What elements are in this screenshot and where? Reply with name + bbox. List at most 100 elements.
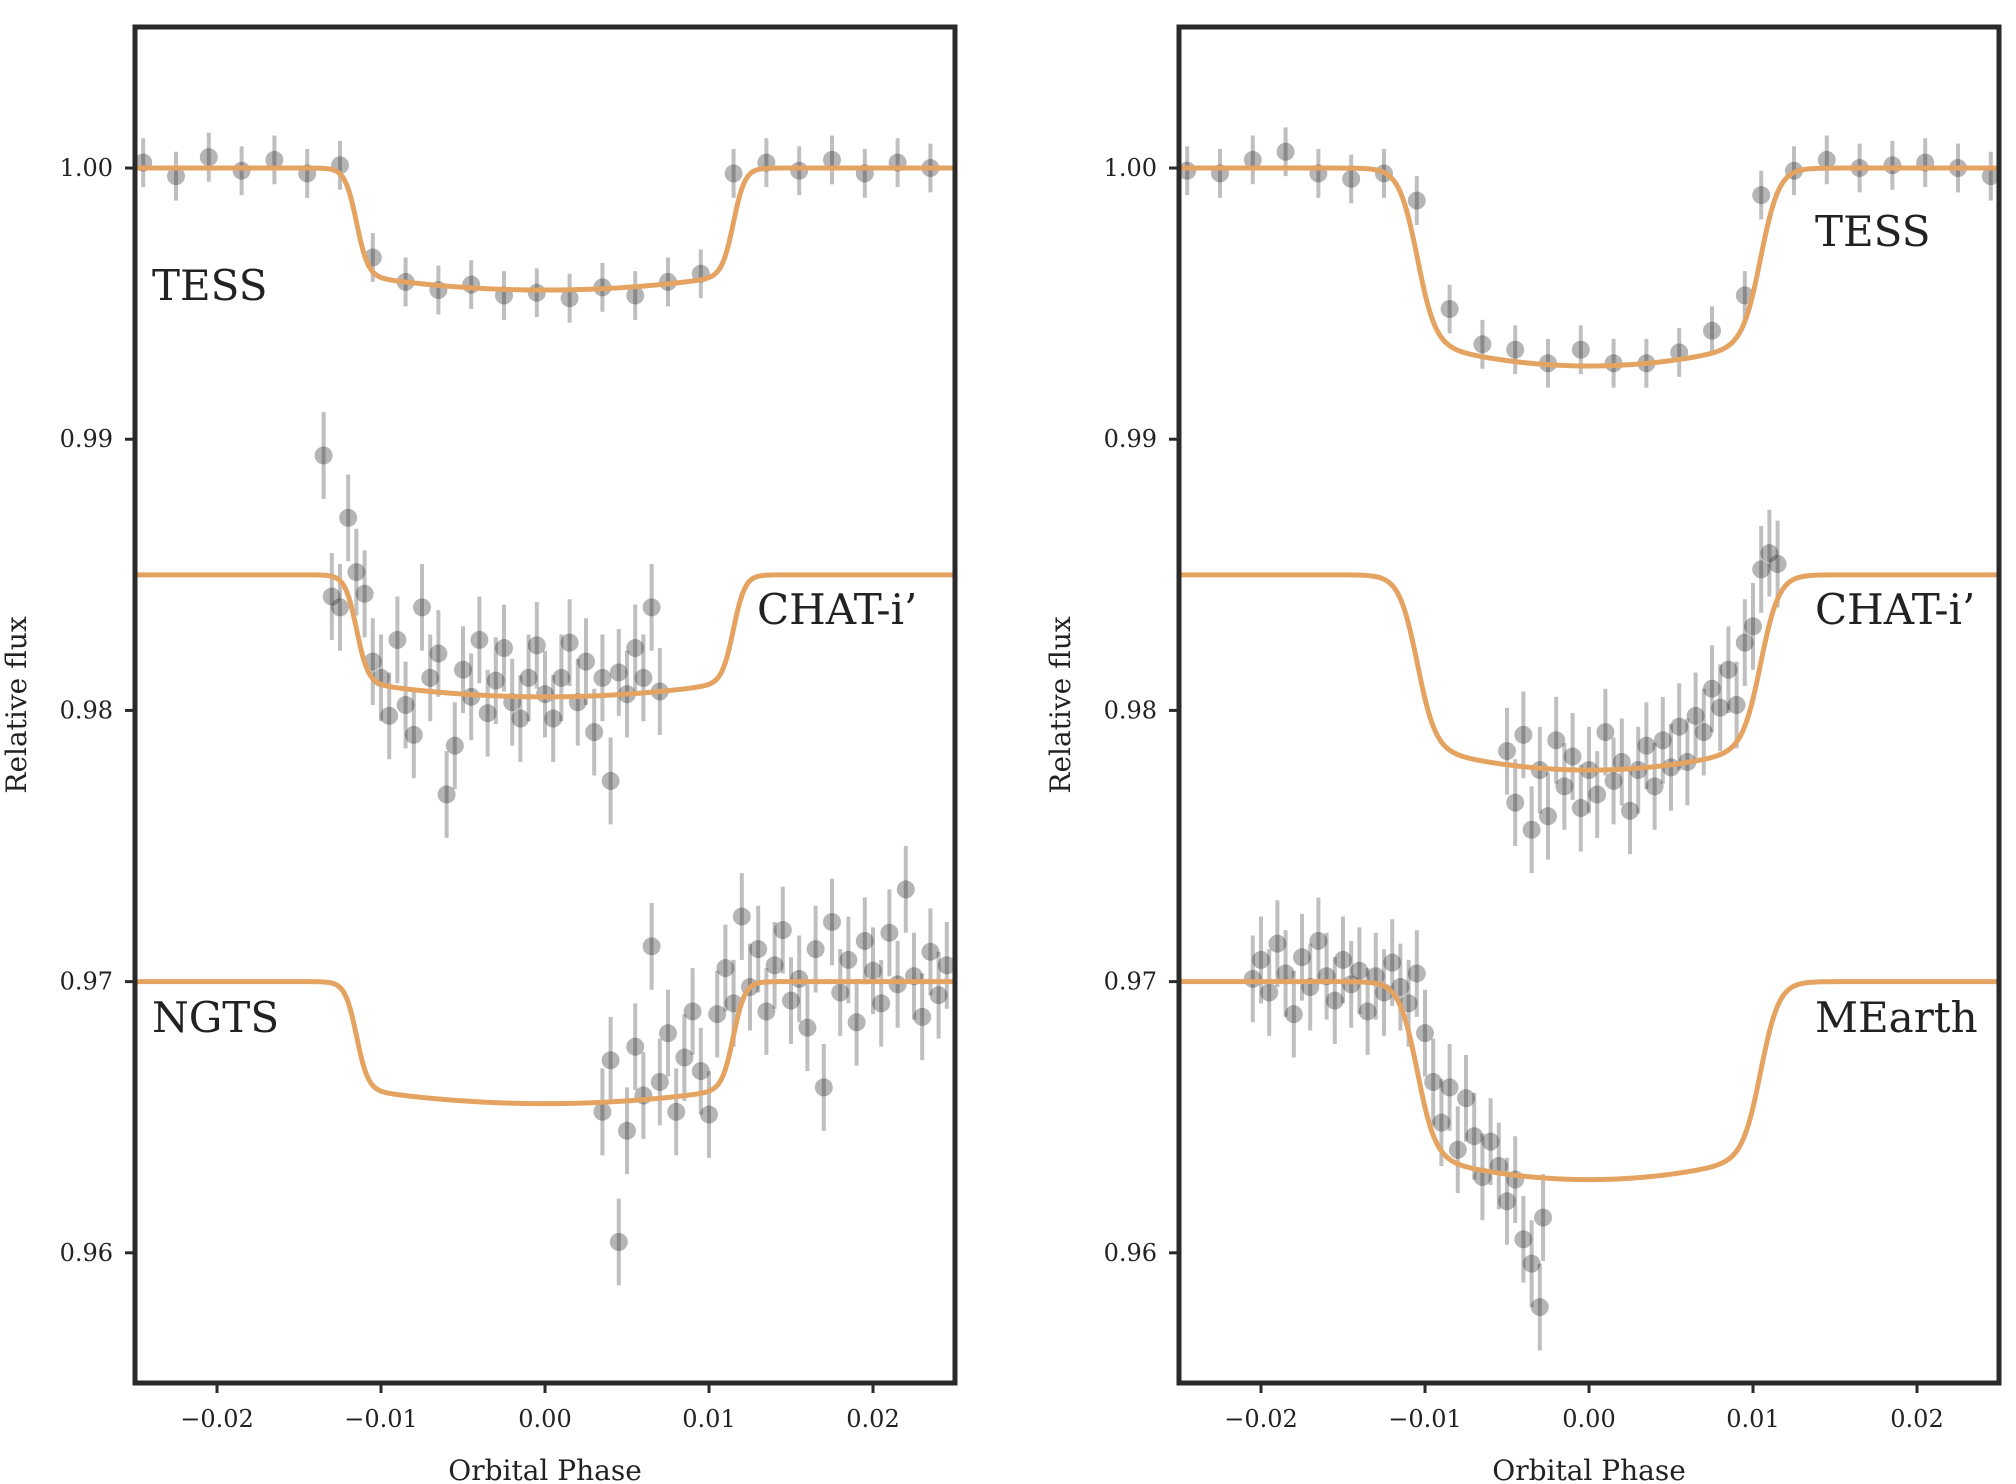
left-data-point: [478, 669, 497, 757]
right-data-point: [1637, 702, 1656, 790]
left-x-axis-title: Orbital Phase: [448, 1454, 642, 1484]
left-data-marker: [798, 1018, 817, 1037]
right-data-point: [1522, 786, 1541, 874]
left-data-marker: [888, 975, 907, 994]
left-data-marker: [380, 706, 399, 725]
left-data-point: [839, 916, 858, 1004]
left-data-marker: [527, 283, 546, 302]
left-data-point: [855, 897, 874, 985]
right-y-tick-label: 0.99: [1104, 425, 1157, 453]
left-data-marker: [618, 1121, 636, 1140]
right-data-marker: [1596, 723, 1615, 742]
right-data-point: [1604, 737, 1623, 825]
right-data-marker: [1416, 1024, 1434, 1043]
left-data-marker: [855, 931, 874, 950]
right-data-point: [1211, 149, 1229, 198]
left-data-marker: [495, 639, 513, 658]
left-data-point: [429, 265, 448, 315]
left-data-point: [298, 149, 317, 198]
left-data-point: [511, 675, 530, 762]
left-data-point: [896, 846, 915, 933]
left-data-marker: [831, 983, 850, 1002]
left-data-marker: [683, 1002, 702, 1021]
left-data-point: [339, 474, 358, 562]
left-data-point: [495, 271, 513, 320]
right-data-marker: [1514, 725, 1533, 744]
left-data-marker: [478, 704, 497, 723]
right-data-point: [1653, 696, 1672, 784]
left-data-point: [314, 412, 333, 499]
left-x-tick-label: 0.00: [518, 1405, 571, 1433]
left-data-marker: [913, 1007, 932, 1026]
right-data-point: [1752, 526, 1771, 613]
left-panel: 0.96 0.97 0.98 0.99 1.00 −0.02 −0.01 0.00 0.01 0…: [0, 24, 958, 1484]
left-data-marker: [167, 167, 185, 186]
left-data-point: [445, 702, 464, 790]
left-data-point: [757, 138, 776, 188]
right-model-curve-2: [1178, 979, 2000, 1183]
left-data-point: [232, 146, 251, 196]
left-y-tick-label: 0.99: [60, 425, 113, 453]
right-data-marker: [1260, 983, 1279, 1002]
right-data-marker: [1719, 660, 1738, 679]
right-data-layer: [1178, 127, 2000, 1351]
right-data-point: [1342, 154, 1361, 204]
left-data-marker: [560, 633, 579, 652]
right-data-point: [1252, 916, 1270, 1004]
right-data-point: [1645, 742, 1664, 830]
left-data-point: [355, 550, 374, 638]
left-data-marker: [716, 959, 735, 978]
right-data-marker: [1309, 931, 1328, 950]
left-label-ngts: NGTS: [152, 993, 279, 1042]
left-data-point: [626, 1003, 645, 1091]
left-data-point: [347, 528, 366, 616]
left-data-marker: [601, 771, 620, 790]
left-data-marker: [519, 668, 538, 687]
right-data-marker: [1481, 1132, 1500, 1151]
left-data-point: [700, 1071, 718, 1158]
right-x-tick-label: −0.01: [1388, 1405, 1462, 1433]
left-data-point: [322, 553, 341, 640]
right-x-tick-label: 0.01: [1726, 1405, 1779, 1433]
right-data-marker: [1514, 1230, 1533, 1249]
right-data-marker: [1358, 1002, 1377, 1021]
right-data-point: [1506, 325, 1525, 375]
right-y-tick-label: 1.00: [1104, 154, 1157, 182]
right-data-point: [1817, 135, 1836, 185]
left-data-marker: [626, 1037, 645, 1056]
left-y-tick-label: 0.96: [60, 1239, 113, 1267]
right-data-point: [1391, 943, 1410, 1031]
left-data-point: [519, 634, 538, 722]
left-data-marker: [609, 663, 628, 682]
right-data-point: [1407, 176, 1426, 225]
left-data-point: [626, 604, 645, 692]
right-data-marker: [1694, 723, 1713, 742]
right-model-curve-0: [1178, 165, 2000, 369]
left-data-point: [864, 927, 882, 1015]
left-x-tick-label: −0.01: [344, 1405, 418, 1433]
left-data-point: [806, 905, 825, 993]
right-model-curve-1: [1178, 572, 2000, 773]
right-data-point: [1571, 764, 1590, 852]
left-data-marker: [921, 942, 940, 961]
left-data-point: [601, 1016, 620, 1104]
left-data-marker: [708, 1005, 727, 1024]
right-data-marker: [1547, 731, 1566, 750]
left-data-point: [880, 889, 899, 977]
right-y-ticks: 0.96 0.97 0.98 0.99 1.00: [1104, 154, 1179, 1267]
left-data-point: [675, 1014, 694, 1101]
right-data-point: [1534, 1174, 1553, 1261]
right-data-marker: [1522, 1254, 1541, 1273]
left-data-point: [609, 629, 628, 716]
left-data-marker: [847, 1013, 866, 1032]
left-x-tick-label: 0.02: [846, 1405, 899, 1433]
left-data-marker: [454, 660, 472, 679]
right-x-tick-label: 0.02: [1890, 1405, 1943, 1433]
left-data-point: [872, 959, 891, 1047]
right-data-marker: [1465, 1127, 1484, 1146]
right-data-marker: [1744, 617, 1762, 636]
left-data-point: [716, 924, 735, 1012]
left-data-marker: [724, 164, 743, 183]
right-label-tess: TESS: [1815, 207, 1930, 256]
right-data-marker: [1653, 731, 1672, 750]
